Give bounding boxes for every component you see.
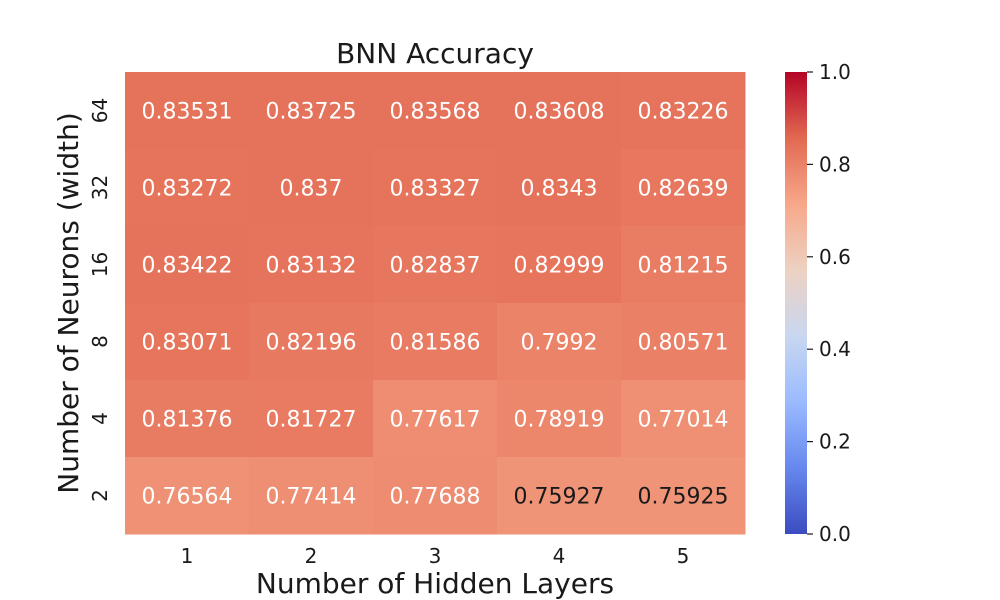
cell-value-label: 0.83226 [638, 100, 729, 125]
heatmap-cell [249, 380, 374, 458]
heatmap-cell-labels: 0.83531 0.83725 0.83568 0.83608 0.83226 0.832… [142, 100, 729, 510]
cell-value-label: 0.83608 [514, 100, 605, 125]
heatmap-cells [125, 72, 746, 535]
cell-value-label: 0.81376 [142, 408, 233, 433]
cell-value-label: 0.83272 [142, 177, 233, 202]
y-tick-label: 16 [88, 252, 112, 277]
y-tick-label: 64 [88, 98, 112, 123]
colorbar-tick-label: 1.0 [819, 60, 851, 84]
cell-value-label: 0.77014 [638, 408, 729, 433]
heatmap-cell [373, 72, 498, 150]
cell-value-label: 0.83327 [390, 177, 481, 202]
cell-value-label: 0.75925 [638, 485, 729, 510]
cell-value-label: 0.77414 [266, 485, 357, 510]
cell-value-label: 0.83531 [142, 100, 233, 125]
heatmap-cell [373, 380, 498, 458]
heatmap-cell [125, 72, 250, 150]
cell-value-label: 0.83725 [266, 100, 357, 125]
x-tick-labels: 1 2 3 4 5 [181, 544, 690, 568]
heatmap-cell [497, 380, 622, 458]
y-axis-label: Number of Neurons (width) [52, 112, 85, 493]
heatmap-cell [373, 226, 498, 304]
y-tick-label: 8 [88, 335, 112, 348]
heatmap-cell [125, 457, 250, 535]
y-tick-label: 32 [88, 175, 112, 200]
cell-value-label: 0.7992 [521, 331, 598, 356]
heatmap-cell [621, 149, 746, 227]
colorbar-tick-label: 0.6 [819, 245, 851, 269]
cell-value-label: 0.81586 [390, 331, 481, 356]
heatmap-cell [249, 303, 374, 381]
colorbar-tick-label: 0.8 [819, 152, 851, 176]
heatmap-cell [621, 226, 746, 304]
heatmap-cell [497, 72, 622, 150]
y-tick-label: 4 [88, 412, 112, 425]
cell-value-label: 0.82999 [514, 254, 605, 279]
heatmap-cell [497, 457, 622, 535]
cell-value-label: 0.837 [280, 177, 343, 202]
heatmap-cell [249, 149, 374, 227]
colorbar-ticks: 0.0 0.2 0.4 0.6 0.8 1.0 [807, 60, 851, 546]
heatmap-cell [249, 226, 374, 304]
colorbar-tick-label: 0.2 [819, 430, 851, 454]
heatmap-cell [497, 303, 622, 381]
heatmap-cell [125, 149, 250, 227]
colorbar [785, 72, 807, 534]
cell-value-label: 0.75927 [514, 485, 605, 510]
cell-value-label: 0.82639 [638, 177, 729, 202]
heatmap-cell [621, 72, 746, 150]
x-axis-label: Number of Hidden Layers [256, 567, 614, 600]
cell-value-label: 0.82837 [390, 254, 481, 279]
heatmap-cell [125, 303, 250, 381]
colorbar-tick-label: 0.0 [819, 522, 851, 546]
heatmap-cell [621, 457, 746, 535]
heatmap-cell [373, 149, 498, 227]
x-tick-label: 1 [181, 544, 194, 568]
cell-value-label: 0.83568 [390, 100, 481, 125]
cell-value-label: 0.81215 [638, 254, 729, 279]
heatmap-cell [497, 149, 622, 227]
x-tick-label: 3 [429, 544, 442, 568]
heatmap-cell [621, 380, 746, 458]
heatmap-cell [249, 457, 374, 535]
cell-value-label: 0.82196 [266, 331, 357, 356]
cell-value-label: 0.77688 [390, 485, 481, 510]
heatmap-cell [621, 303, 746, 381]
cell-value-label: 0.76564 [142, 485, 233, 510]
y-tick-labels: 64 32 16 8 4 2 [88, 98, 112, 502]
heatmap-cell [249, 72, 374, 150]
cell-value-label: 0.78919 [514, 408, 605, 433]
cell-value-label: 0.77617 [390, 408, 481, 433]
colorbar-tick-label: 0.4 [819, 337, 851, 361]
x-tick-label: 4 [553, 544, 566, 568]
x-tick-label: 5 [677, 544, 690, 568]
heatmap-cell [373, 303, 498, 381]
cell-value-label: 0.83071 [142, 331, 233, 356]
cell-value-label: 0.81727 [266, 408, 357, 433]
x-tick-label: 2 [305, 544, 318, 568]
y-tick-label: 2 [88, 489, 112, 502]
cell-value-label: 0.8343 [521, 177, 598, 202]
heatmap-cell [373, 457, 498, 535]
cell-value-label: 0.83132 [266, 254, 357, 279]
heatmap-cell [125, 380, 250, 458]
cell-value-label: 0.80571 [638, 331, 729, 356]
heatmap-cell [125, 226, 250, 304]
chart-title: BNN Accuracy [336, 37, 534, 70]
cell-value-label: 0.83422 [142, 254, 233, 279]
heatmap-cell [497, 226, 622, 304]
